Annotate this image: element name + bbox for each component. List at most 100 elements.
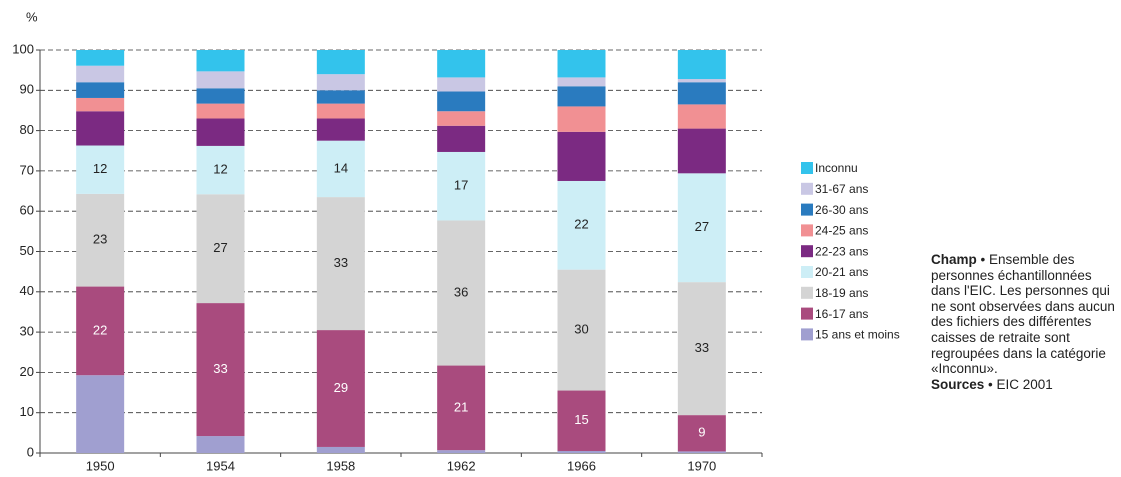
- data-label: 33: [695, 340, 709, 355]
- legend-label: 26-30 ans: [815, 203, 868, 217]
- bar-segment: [76, 145, 125, 194]
- legend-label: 24-25 ans: [815, 224, 868, 238]
- bar-segment: [437, 50, 486, 78]
- bar-segment: [316, 90, 365, 104]
- y-tick-label: 40: [20, 283, 34, 298]
- y-tick-label: 60: [20, 203, 34, 218]
- data-label: 22: [93, 322, 107, 337]
- bar-segment: [677, 415, 726, 452]
- bar-segment: [437, 111, 486, 126]
- y-tick-label: 80: [20, 122, 34, 137]
- legend-label: 16-17 ans: [815, 307, 868, 321]
- bar-segment: [316, 197, 365, 331]
- legend-label: 22-23 ans: [815, 244, 868, 258]
- bar-segment: [196, 71, 245, 89]
- x-tick-label: 1950: [86, 458, 115, 473]
- bar-segment: [437, 450, 486, 453]
- y-tick-label: 50: [20, 243, 34, 258]
- data-label: 21: [454, 399, 468, 414]
- data-label: 22: [574, 217, 588, 232]
- legend-swatch: [801, 245, 813, 258]
- data-label: 33: [213, 361, 227, 376]
- data-label: 30: [574, 322, 588, 337]
- y-tick-label: 30: [20, 324, 34, 339]
- champ-text: • Ensemble des personnes échantillonnées…: [931, 252, 1115, 377]
- bar-segment: [196, 103, 245, 119]
- legend-label: 15 ans et moins: [815, 328, 900, 342]
- bar-segment: [316, 330, 365, 447]
- legend-label: Inconnu: [815, 161, 858, 175]
- data-label: 17: [454, 178, 468, 193]
- bar-segment: [677, 451, 726, 453]
- x-tick-label: 1966: [567, 458, 596, 473]
- y-unit: %: [26, 9, 38, 24]
- x-tick-label: 1954: [206, 458, 235, 473]
- legend-swatch: [801, 286, 813, 299]
- bar-segment: [677, 173, 726, 283]
- notes: Champ • Ensemble des personnes échantill…: [931, 252, 1117, 477]
- data-label: 12: [93, 161, 107, 176]
- data-label: 33: [334, 255, 348, 270]
- legend-label: 20-21 ans: [815, 265, 868, 279]
- bar-segment: [76, 82, 125, 98]
- bar-segment: [677, 82, 726, 105]
- bar-segment: [316, 140, 365, 198]
- legend-swatch: [801, 203, 813, 216]
- y-tick-label: 90: [20, 82, 34, 97]
- bar-segment: [196, 303, 245, 437]
- bar-segment: [437, 151, 486, 221]
- legend-swatch: [801, 182, 813, 195]
- data-label: 27: [213, 240, 227, 255]
- legend-swatch: [801, 224, 813, 237]
- bar-segment: [196, 436, 245, 453]
- bar-segment: [437, 365, 486, 451]
- data-label: 15: [574, 412, 588, 427]
- bar-segment: [316, 103, 365, 119]
- data-label: 23: [93, 232, 107, 247]
- bar-segment: [76, 286, 125, 376]
- y-tick-label: 10: [20, 404, 34, 419]
- data-label: 27: [695, 219, 709, 234]
- legend-label: 18-19 ans: [815, 286, 868, 300]
- data-label: 29: [334, 380, 348, 395]
- bar-segment: [677, 282, 726, 416]
- data-label: 12: [213, 162, 227, 177]
- y-tick-label: 0: [27, 444, 34, 459]
- data-label: 9: [698, 425, 705, 440]
- data-label: 14: [334, 160, 348, 175]
- data-label: 36: [454, 284, 468, 299]
- bar-segment: [76, 97, 125, 112]
- bar-segment: [437, 91, 486, 112]
- bar-segment: [196, 50, 245, 72]
- x-tick-label: 1970: [687, 458, 716, 473]
- bar-segment: [557, 106, 606, 132]
- y-tick-label: 20: [20, 364, 34, 379]
- sources-text: • EIC 2001: [988, 376, 1053, 392]
- bar-segment: [316, 446, 365, 453]
- bar-segment: [557, 131, 606, 181]
- bar-segment: [437, 220, 486, 366]
- legend-swatch: [801, 328, 813, 341]
- sources-label: Sources: [931, 376, 985, 392]
- bar-segment: [557, 180, 606, 270]
- bar-segment: [76, 375, 125, 453]
- x-tick-label: 1958: [326, 458, 355, 473]
- bar-segment: [677, 128, 726, 174]
- bar-segment: [196, 118, 245, 146]
- champ-label: Champ: [931, 252, 977, 267]
- legend-label: 31-67 ans: [815, 182, 868, 196]
- bar-segment: [437, 125, 486, 152]
- y-tick-label: 100: [12, 41, 34, 56]
- bar-segment: [557, 50, 606, 78]
- bar-segment: [76, 193, 125, 287]
- bar-segment: [196, 88, 245, 104]
- legend-swatch: [801, 266, 813, 278]
- bar-segment: [437, 77, 486, 92]
- bar-segment: [316, 118, 365, 141]
- bar-segment: [76, 111, 125, 146]
- bar-segment: [557, 269, 606, 391]
- x-tick-label: 1962: [447, 458, 476, 473]
- bar-segment: [557, 86, 606, 107]
